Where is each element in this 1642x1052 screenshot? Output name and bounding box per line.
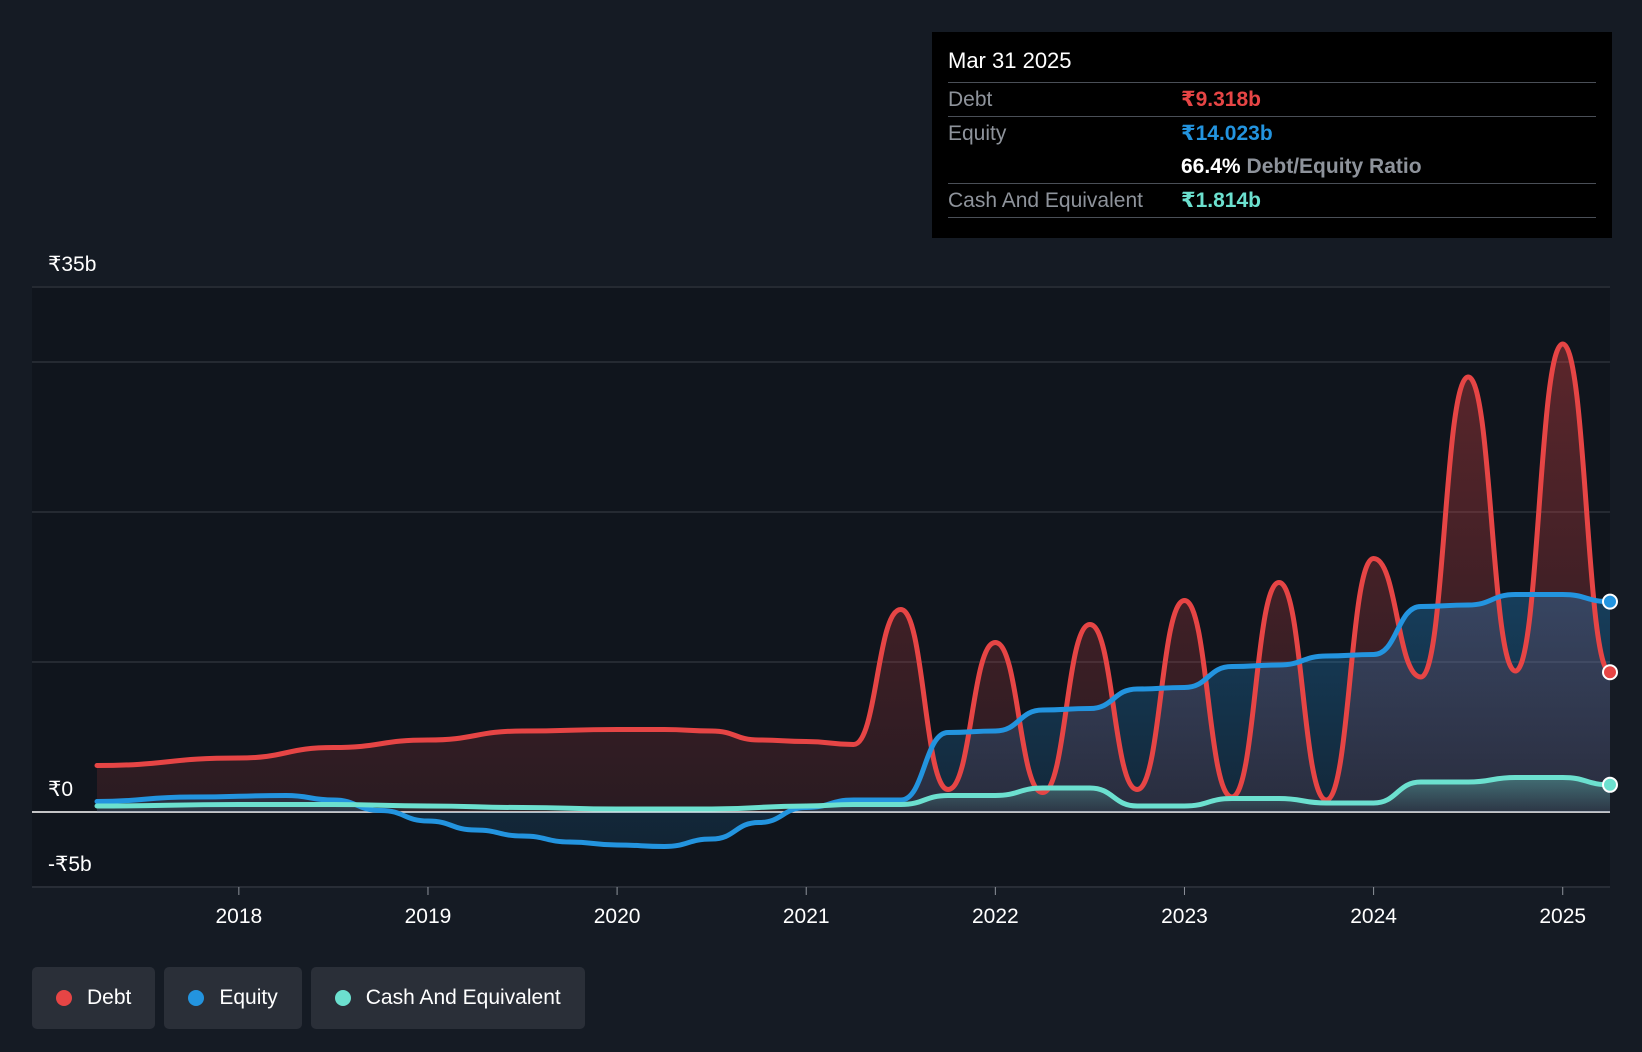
legend-item-equity[interactable]: Equity: [164, 967, 302, 1029]
x-tick-label: 2025: [1539, 905, 1586, 928]
end-markers: [1602, 593, 1618, 793]
tooltip-debt-value: ₹9.318b: [1181, 88, 1261, 111]
cash-line: [94, 775, 1613, 812]
tooltip-ratio-label: Debt/Equity Ratio: [1246, 155, 1422, 178]
tooltip-cash-row: Cash And Equivalent ₹1.814b: [948, 184, 1596, 218]
y-tick-label: ₹35b: [48, 253, 96, 276]
legend-dot-equity: [188, 990, 205, 1006]
series-areas: [97, 344, 1610, 847]
legend-item-debt[interactable]: Debt: [32, 967, 156, 1029]
x-tick-label: 2023: [1161, 905, 1208, 928]
x-axis-labels: 2018 2019 2020 2021 2022 2023 2024 2025: [215, 887, 1586, 928]
tooltip-debt-label: Debt: [948, 88, 993, 111]
equity-end-point: [1602, 593, 1618, 610]
y-axis-labels: ₹35b ₹0 -₹5b: [48, 253, 96, 876]
gridlines: [32, 286, 1610, 888]
tooltip-cash-label: Cash And Equivalent: [948, 189, 1143, 212]
debt-end-point: [1602, 664, 1618, 681]
series-lines: [94, 341, 1613, 849]
debt-line: [94, 341, 1613, 803]
tooltip-ratio-value: 66.4%: [1181, 155, 1241, 178]
tooltip-debt-row: Debt ₹9.318b: [948, 83, 1596, 117]
legend-label-debt: Debt: [87, 986, 132, 1009]
x-tick-label: 2021: [783, 905, 830, 928]
cash-end-point: [1602, 776, 1618, 793]
chart-legend: Debt Equity Cash And Equivalent: [32, 967, 585, 1029]
legend-dot-debt: [56, 990, 72, 1006]
legend-label-cash: Cash And Equivalent: [365, 986, 561, 1009]
equity-area: [97, 594, 1610, 847]
x-tick-label: 2024: [1350, 905, 1397, 928]
tooltip-ratio-row: 66.4% Debt/Equity Ratio: [948, 150, 1596, 184]
cash-area: [97, 777, 1610, 812]
x-tick-label: 2020: [594, 905, 641, 928]
legend-item-cash[interactable]: Cash And Equivalent: [310, 967, 585, 1029]
legend-label-equity: Equity: [219, 986, 278, 1009]
equity-line: [94, 592, 1613, 849]
x-tick-label: 2019: [405, 905, 452, 928]
y-tick-label: ₹0: [48, 778, 73, 801]
tooltip-equity-value: ₹14.023b: [1181, 122, 1273, 145]
tooltip-panel: Mar 31 2025 Debt ₹9.318b Equity ₹14.023b…: [932, 32, 1612, 238]
tooltip-ratio: 66.4% Debt/Equity Ratio: [1181, 150, 1422, 183]
tooltip-equity-label: Equity: [948, 122, 1007, 145]
x-tick-label: 2022: [972, 905, 1019, 928]
x-tick-label: 2018: [215, 905, 262, 928]
tooltip-equity-row: Equity ₹14.023b: [948, 117, 1596, 150]
tooltip-cash-value: ₹1.814b: [1181, 189, 1261, 212]
tooltip-date: Mar 31 2025: [948, 46, 1596, 83]
legend-dot-cash: [334, 990, 351, 1006]
y-tick-label: -₹5b: [48, 853, 92, 876]
